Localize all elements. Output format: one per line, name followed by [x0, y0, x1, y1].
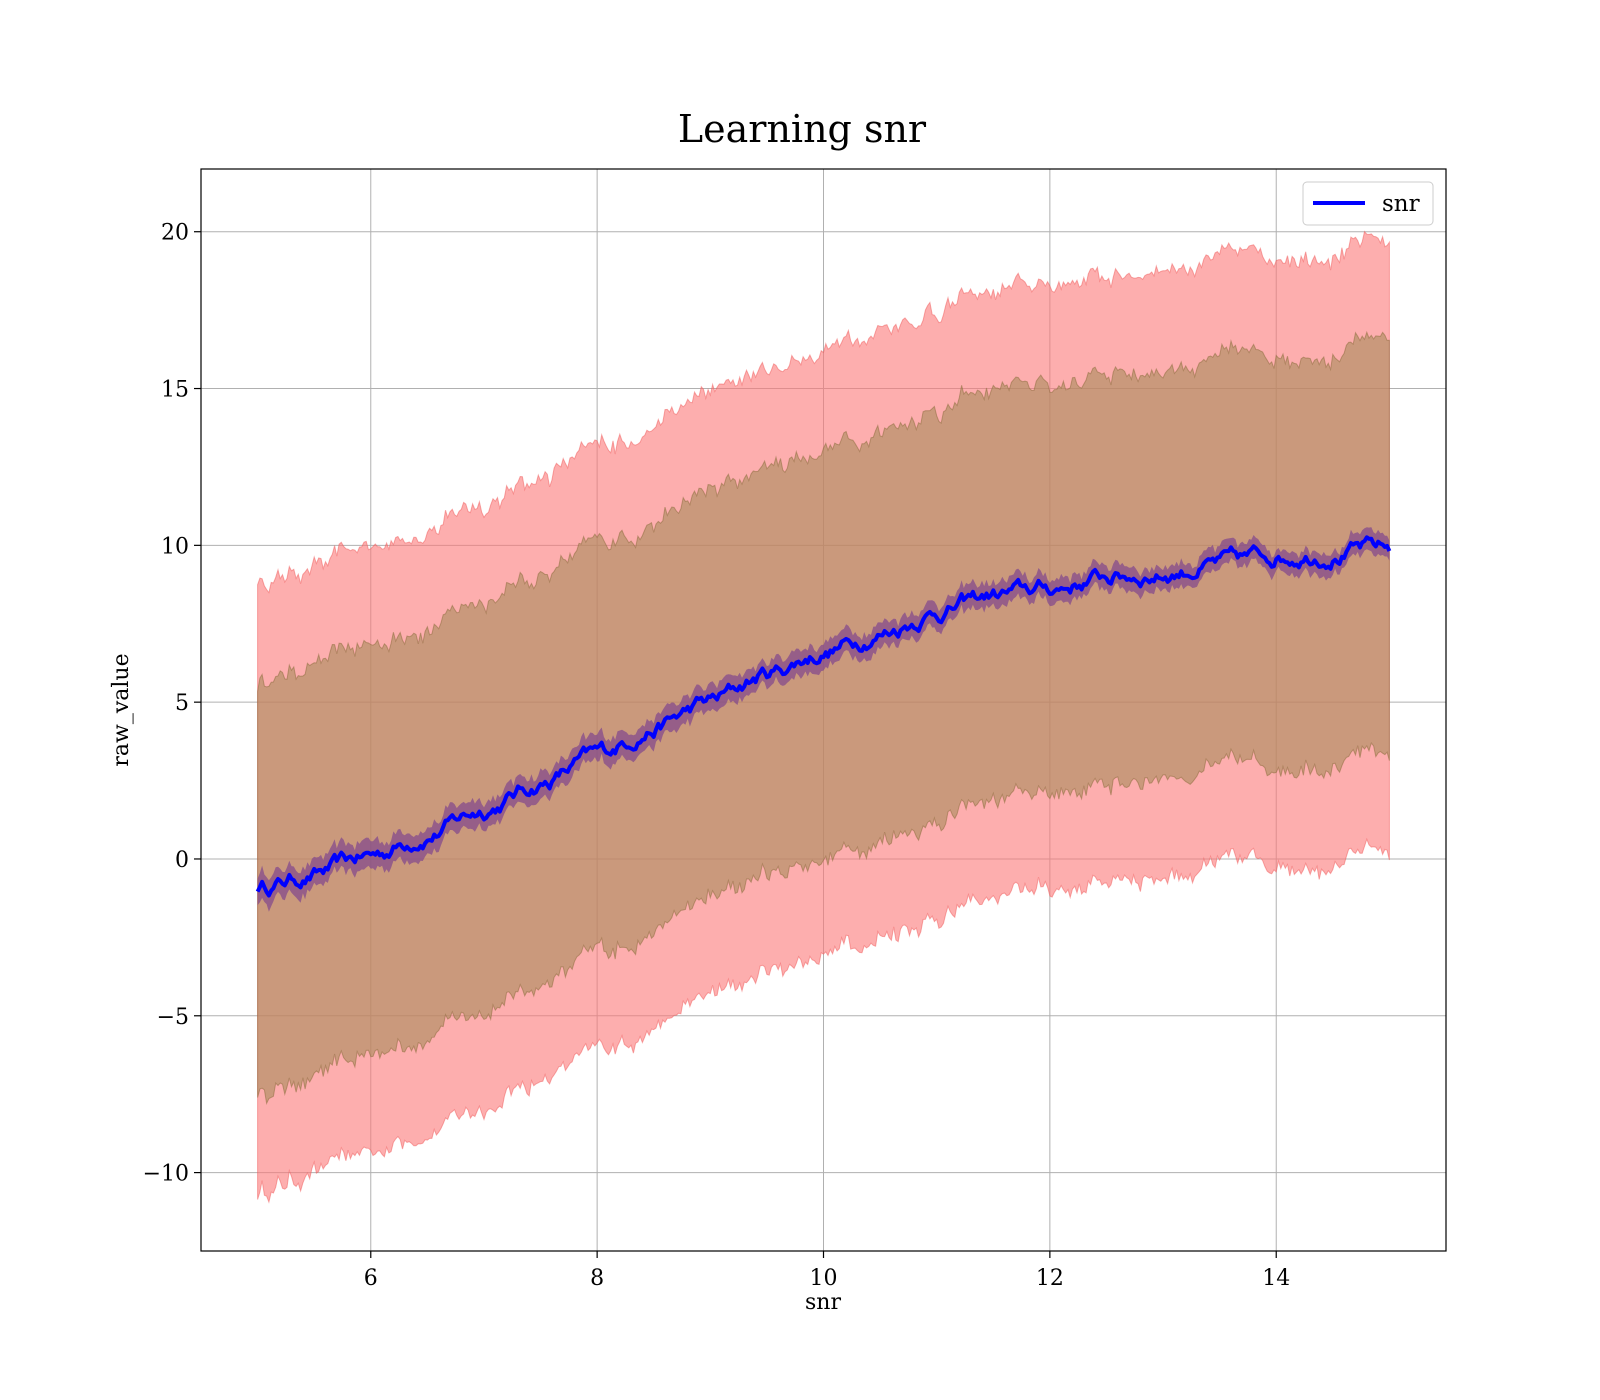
- chart-title: Learning snr: [678, 107, 927, 151]
- lines: [255, 535, 1392, 898]
- band-1sd: [257, 330, 1390, 1106]
- x-tick-label: 12: [1036, 1266, 1064, 1291]
- x-tick-label: 14: [1262, 1266, 1290, 1291]
- y-tick-label: 0: [175, 848, 189, 873]
- y-tick-label: −5: [157, 1005, 189, 1030]
- x-tick-label: 10: [810, 1266, 838, 1291]
- y-axis-ticks: −10 −5 0 5 10 15 20: [143, 221, 201, 1187]
- series-line-snr: [255, 535, 1392, 898]
- y-tick-label: 5: [175, 691, 189, 716]
- legend: snr: [1302, 181, 1434, 226]
- y-tick-label: 15: [161, 378, 189, 403]
- y-tick-label: 20: [161, 221, 189, 246]
- y-tick-label: −10: [143, 1162, 189, 1187]
- x-tick-label: 6: [364, 1266, 378, 1291]
- y-axis-label: raw_value: [109, 653, 134, 766]
- legend-box: [1302, 181, 1434, 226]
- y-tick-label: 10: [161, 534, 189, 559]
- x-axis-label: snr: [805, 1290, 841, 1315]
- legend-label-snr: snr: [1382, 191, 1420, 217]
- x-axis-ticks: 6 8 10 12 14: [364, 1251, 1290, 1291]
- x-tick-label: 8: [590, 1266, 604, 1291]
